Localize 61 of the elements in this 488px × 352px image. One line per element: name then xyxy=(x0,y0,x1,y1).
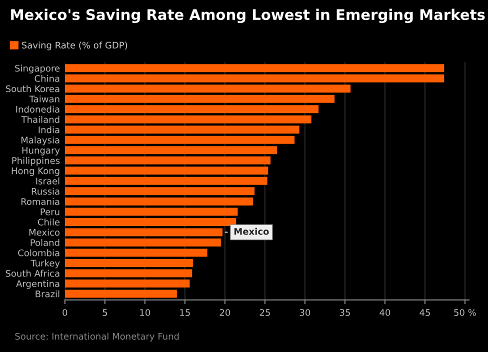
bar xyxy=(64,115,312,124)
y-tick-label: South Korea xyxy=(6,85,60,92)
source-note: Source: International Monetary Fund xyxy=(15,332,179,342)
y-tick-label: Malaysia xyxy=(21,136,60,146)
y-tick-label: Colombia xyxy=(18,249,60,256)
bar xyxy=(64,176,268,185)
y-tick-label: Turkey xyxy=(30,260,60,268)
y-tick-label: South Africa xyxy=(6,270,60,277)
x-tick-label: 10 xyxy=(140,309,150,316)
bar xyxy=(64,74,444,82)
y-tick-label: Poland xyxy=(30,239,60,246)
bar xyxy=(64,269,192,278)
legend-label: Saving Rate (% of GDP) xyxy=(22,42,128,50)
y-tick-label: Russia xyxy=(32,188,60,195)
y-tick-label: Philippines xyxy=(12,156,60,166)
y-tick-label: Hong Kong xyxy=(12,168,60,176)
y-tick-label: Romania xyxy=(21,198,60,205)
bar xyxy=(64,156,271,164)
y-tick-label: Singapore xyxy=(15,64,60,74)
annotation: Mexico xyxy=(234,228,269,235)
bar xyxy=(64,197,253,206)
y-tick-label: Chile xyxy=(38,218,60,226)
x-tick-label: 50 % xyxy=(454,309,476,316)
x-tick-label: 45 xyxy=(420,309,430,316)
bar xyxy=(64,290,177,298)
x-tick-label: 35 xyxy=(340,309,350,316)
bar xyxy=(64,105,319,114)
x-tick-label: 0 xyxy=(62,309,68,316)
bar xyxy=(64,84,351,93)
y-tick-label: China xyxy=(34,74,60,82)
bar xyxy=(64,279,190,288)
y-tick-label: Thailand xyxy=(21,116,60,123)
x-tick-label: 20 xyxy=(220,309,230,316)
bar xyxy=(64,187,255,196)
bar xyxy=(64,258,193,267)
bar xyxy=(64,248,208,257)
y-tick-label: India xyxy=(38,126,60,134)
y-tick-label: Hungary xyxy=(22,147,60,156)
bar xyxy=(64,126,300,134)
bar xyxy=(64,208,238,216)
y-tick-label: Brazil xyxy=(36,290,60,298)
y-tick-label: Indonedia xyxy=(16,106,60,113)
y-tick-label: Mexico xyxy=(29,228,60,236)
x-tick-label: 5 xyxy=(102,309,107,316)
bar xyxy=(64,146,277,154)
bar xyxy=(64,136,295,144)
x-tick-label: 25 xyxy=(260,309,270,316)
bar xyxy=(64,166,268,175)
x-tick-label: 30 xyxy=(300,309,310,316)
y-tick-label: Argentina xyxy=(16,280,60,289)
y-tick-label: Israel xyxy=(36,178,60,184)
bar xyxy=(64,238,221,246)
bar xyxy=(64,64,444,72)
bar xyxy=(64,94,335,103)
y-tick-label: Taiwan xyxy=(29,95,60,102)
bar xyxy=(64,218,236,226)
x-tick-label: 40 xyxy=(380,309,390,316)
y-tick-label: Peru xyxy=(40,208,60,216)
x-tick-label: 15 xyxy=(180,309,190,316)
bar xyxy=(64,228,223,236)
chart-title: Mexico's Saving Rate Among Lowest in Emerging Markets xyxy=(11,8,485,24)
